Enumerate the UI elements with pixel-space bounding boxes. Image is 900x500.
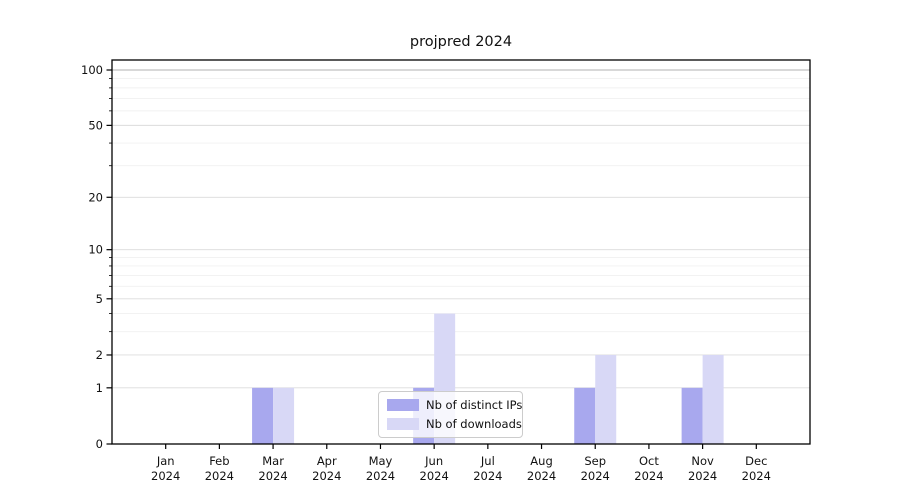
x-tick-label-month: Jun	[424, 454, 443, 468]
bar-downloads-mar	[273, 387, 295, 444]
y-tick-label: 1	[96, 381, 103, 395]
legend-label-downloads: Nb of downloads	[426, 417, 522, 431]
legend-swatch-downloads	[387, 418, 419, 430]
x-tick-label-month: Sep	[584, 454, 606, 468]
x-tick-label-month: Feb	[209, 454, 229, 468]
x-tick-label-year: 2024	[527, 469, 556, 483]
x-tick-label-month: Jan	[156, 454, 175, 468]
legend-label-distinct-ips: Nb of distinct IPs	[426, 398, 523, 412]
bar-distinct-ips-nov	[681, 387, 703, 444]
x-tick-label-year: 2024	[420, 469, 449, 483]
x-tick-label-month: Dec	[745, 454, 767, 468]
y-tick-label: 50	[88, 118, 103, 132]
x-tick-label-year: 2024	[742, 469, 771, 483]
chart-title: projpred 2024	[409, 34, 513, 50]
y-tick-label: 5	[96, 292, 103, 306]
legend: Nb of distinct IPs Nb of downloads	[378, 391, 523, 438]
x-tick-label-year: 2024	[581, 469, 610, 483]
x-tick-label-year: 2024	[205, 469, 234, 483]
legend-item-downloads: Nb of downloads	[387, 417, 522, 431]
x-tick-label-month: May	[369, 454, 393, 468]
x-tick-label-month: Oct	[639, 454, 659, 468]
plot-frame	[111, 59, 811, 445]
x-tick-label-year: 2024	[312, 469, 341, 483]
y-tick-label: 100	[81, 63, 103, 77]
x-tick-label-month: Nov	[691, 454, 714, 468]
y-tick-label: 10	[88, 243, 103, 257]
y-tick-label: 2	[96, 348, 103, 362]
legend-item-distinct-ips: Nb of distinct IPs	[387, 398, 522, 412]
bar-distinct-ips-mar	[252, 387, 274, 444]
y-tick-label: 0	[96, 437, 103, 451]
x-tick-label-year: 2024	[151, 469, 180, 483]
x-tick-label-year: 2024	[634, 469, 663, 483]
bar-distinct-ips-sep	[574, 387, 596, 444]
x-tick-label-year: 2024	[258, 469, 287, 483]
x-tick-label-year: 2024	[688, 469, 717, 483]
bar-downloads-nov	[702, 354, 724, 444]
x-tick-label-month: Jul	[480, 454, 495, 468]
x-tick-label-month: Mar	[262, 454, 284, 468]
y-tick-label: 20	[88, 190, 103, 204]
legend-swatch-distinct-ips	[387, 399, 419, 411]
x-tick-label-month: Aug	[530, 454, 552, 468]
x-tick-label-year: 2024	[473, 469, 502, 483]
x-tick-label-month: Apr	[317, 454, 337, 468]
bar-downloads-sep	[595, 354, 617, 444]
x-tick-label-year: 2024	[366, 469, 395, 483]
